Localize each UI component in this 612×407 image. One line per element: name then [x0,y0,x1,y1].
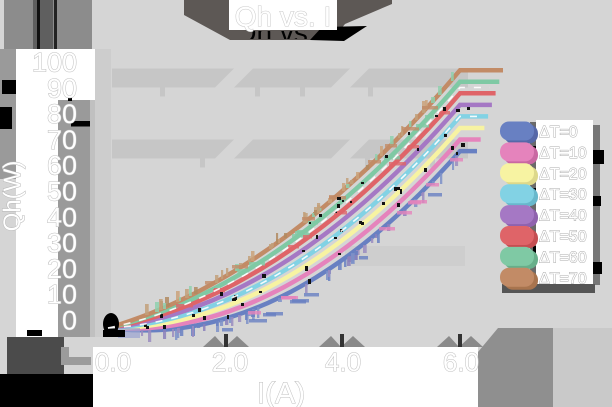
svg-text:4.0: 4.0 [325,347,361,377]
svg-text:70: 70 [47,125,77,155]
svg-text:0: 0 [62,306,77,336]
svg-text:Qh vs. I: Qh vs. I [235,1,331,32]
svg-text:50: 50 [47,177,77,207]
svg-text:100: 100 [32,48,77,78]
svg-text:2.0: 2.0 [212,347,248,377]
svg-text:Qh vs. I: Qh vs. I [235,17,331,48]
svg-text:80: 80 [47,99,77,129]
svg-text:ΔT=10: ΔT=10 [539,145,587,162]
svg-text:I(A): I(A) [257,377,305,407]
svg-text:10: 10 [47,280,77,310]
svg-text:ΔT=50: ΔT=50 [539,229,587,246]
svg-text:ΔT=60: ΔT=60 [539,249,587,266]
svg-text:40: 40 [47,202,77,232]
svg-text:30: 30 [47,228,77,258]
svg-text:Qh(W): Qh(W) [0,161,26,232]
svg-text:ΔT=20: ΔT=20 [539,166,587,183]
svg-text:60: 60 [47,151,77,181]
svg-text:20: 20 [47,254,77,284]
svg-text:6.0: 6.0 [443,347,479,377]
svg-text:ΔT=30: ΔT=30 [539,187,587,204]
svg-text:ΔT=40: ΔT=40 [539,208,587,225]
svg-text:0.0: 0.0 [95,347,131,377]
svg-text:ΔT=0: ΔT=0 [539,124,578,141]
svg-text:ΔT=70: ΔT=70 [539,270,587,287]
svg-text:90: 90 [47,73,77,103]
